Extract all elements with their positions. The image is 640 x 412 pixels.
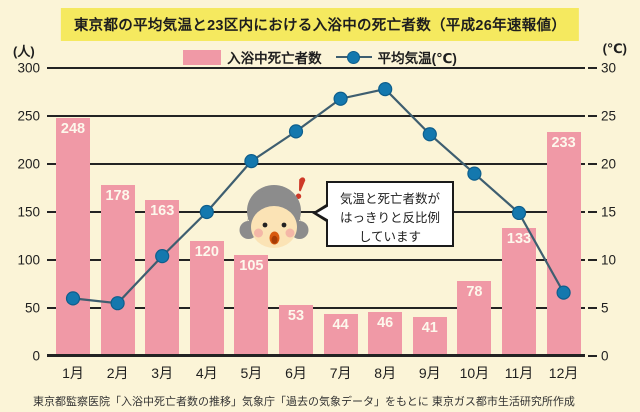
legend-temp-label: 平均気温(℃) — [377, 51, 457, 66]
bar: 163 — [145, 199, 180, 356]
month-label: 3月 — [151, 365, 174, 381]
bar-value-label: 178 — [105, 188, 130, 205]
month-label: 9月 — [418, 365, 441, 381]
temp-point — [378, 82, 393, 97]
gridline — [47, 67, 585, 69]
temp-point — [65, 291, 81, 306]
month-label: 6月 — [285, 365, 307, 381]
month-label: 1月 — [62, 365, 84, 381]
right-tick-label: 5 — [601, 300, 609, 316]
gridline — [47, 163, 585, 165]
source-credit: 東京都監察医院「入浴中死亡者数の推移」気象庁「過去の気象データ」をもとに 東京ガ… — [33, 396, 575, 408]
temperature-line-layer — [65, 82, 571, 311]
gridline — [47, 259, 585, 261]
legend-item-deaths: 入浴中死亡者数 — [183, 47, 322, 67]
right-tick-dash — [588, 355, 597, 357]
left-tick-label: 0 — [32, 348, 40, 364]
bar-value-label: 233 — [551, 135, 576, 152]
temp-point — [511, 205, 527, 221]
gridline — [47, 307, 585, 309]
month-label: 2月 — [106, 365, 129, 381]
bar-value-label: 248 — [60, 120, 86, 137]
bar: 248 — [56, 117, 90, 356]
elderly-woman-illustration — [239, 177, 309, 248]
bar: 41 — [412, 316, 447, 356]
bar-value-label: 44 — [332, 316, 349, 333]
bubble-text-line: 気温と死亡者数が — [339, 192, 440, 206]
bar-swatch-icon — [183, 49, 222, 65]
right-tick-dash — [588, 163, 597, 165]
page-title: 東京都の平均気温と23区内における入浴中の死亡者数（平成26年速報値） — [60, 8, 580, 41]
bar-value-label: 133 — [506, 231, 532, 248]
left-tick-label: 250 — [17, 108, 40, 124]
bar-value-label: 53 — [287, 308, 305, 325]
temp-point — [155, 249, 170, 264]
temp-point — [422, 127, 437, 142]
month-label: 11月 — [504, 365, 534, 381]
gridline — [47, 355, 585, 357]
right-tick-label: 20 — [601, 156, 617, 172]
left-tick-label: 100 — [17, 252, 40, 268]
month-label: 5月 — [240, 365, 263, 381]
temp-point — [556, 285, 571, 300]
left-tick-label: 50 — [24, 300, 40, 316]
right-tick-label: 10 — [601, 252, 617, 268]
right-axis-unit: (℃) — [602, 41, 627, 56]
temp-point — [467, 166, 482, 181]
bubble-text-line: しています — [358, 229, 422, 244]
right-tick-dash — [588, 307, 597, 309]
right-tick-label: 15 — [601, 204, 617, 220]
bar: 44 — [323, 313, 358, 356]
bar: 78 — [457, 281, 492, 356]
bar-value-label: 46 — [377, 314, 394, 331]
x-axis-line — [47, 354, 585, 356]
bar: 105 — [234, 255, 269, 356]
month-label: 7月 — [329, 365, 352, 381]
legend-item-temperature: 平均気温(℃) — [335, 47, 457, 67]
temp-polyline — [72, 87, 565, 305]
bar: 120 — [189, 240, 224, 356]
bar: 178 — [100, 185, 135, 356]
bubble-text-line: はっきりと反比例 — [339, 210, 440, 225]
temp-point — [333, 91, 348, 106]
left-tick-label: 200 — [17, 156, 40, 172]
right-tick-dash — [588, 211, 597, 213]
bar-value-label: 78 — [466, 284, 483, 301]
month-label: 4月 — [195, 365, 218, 381]
left-axis-unit: (人) — [13, 44, 35, 59]
month-label: 12月 — [548, 365, 579, 381]
temp-point — [244, 154, 259, 169]
bar: 53 — [279, 305, 313, 356]
temp-point — [199, 204, 214, 220]
exclamation-icon — [295, 177, 306, 199]
right-tick-label: 25 — [601, 108, 617, 124]
left-tick-label: 150 — [17, 204, 40, 220]
left-tick-label: 300 — [17, 60, 40, 76]
right-tick-dash — [588, 67, 597, 69]
bar-value-label: 105 — [239, 258, 264, 275]
right-tick-dash — [588, 115, 597, 117]
month-label: 10月 — [459, 365, 490, 381]
temp-point — [288, 124, 304, 139]
bar: 133 — [502, 228, 536, 356]
temp-point — [110, 296, 125, 311]
right-tick-label: 0 — [601, 348, 609, 364]
plot-area: 248 178 163 120 105 53 44 46 41 78 133 233 — [47, 67, 585, 357]
bar-value-label: 41 — [421, 319, 438, 336]
chart-legend: 入浴中死亡者数 平均気温(℃) — [0, 47, 640, 67]
bar: 46 — [368, 311, 403, 356]
line-dot-icon — [335, 50, 372, 65]
bar: 233 — [546, 132, 581, 356]
speech-bubble: 気温と死亡者数が はっきりと反比例 しています — [312, 181, 454, 247]
right-tick-label: 30 — [601, 60, 617, 76]
month-label: 8月 — [374, 365, 397, 381]
legend-deaths-label: 入浴中死亡者数 — [227, 51, 322, 66]
right-tick-dash — [588, 259, 597, 261]
bar-value-label: 163 — [150, 202, 175, 219]
bar-value-label: 120 — [194, 243, 219, 260]
